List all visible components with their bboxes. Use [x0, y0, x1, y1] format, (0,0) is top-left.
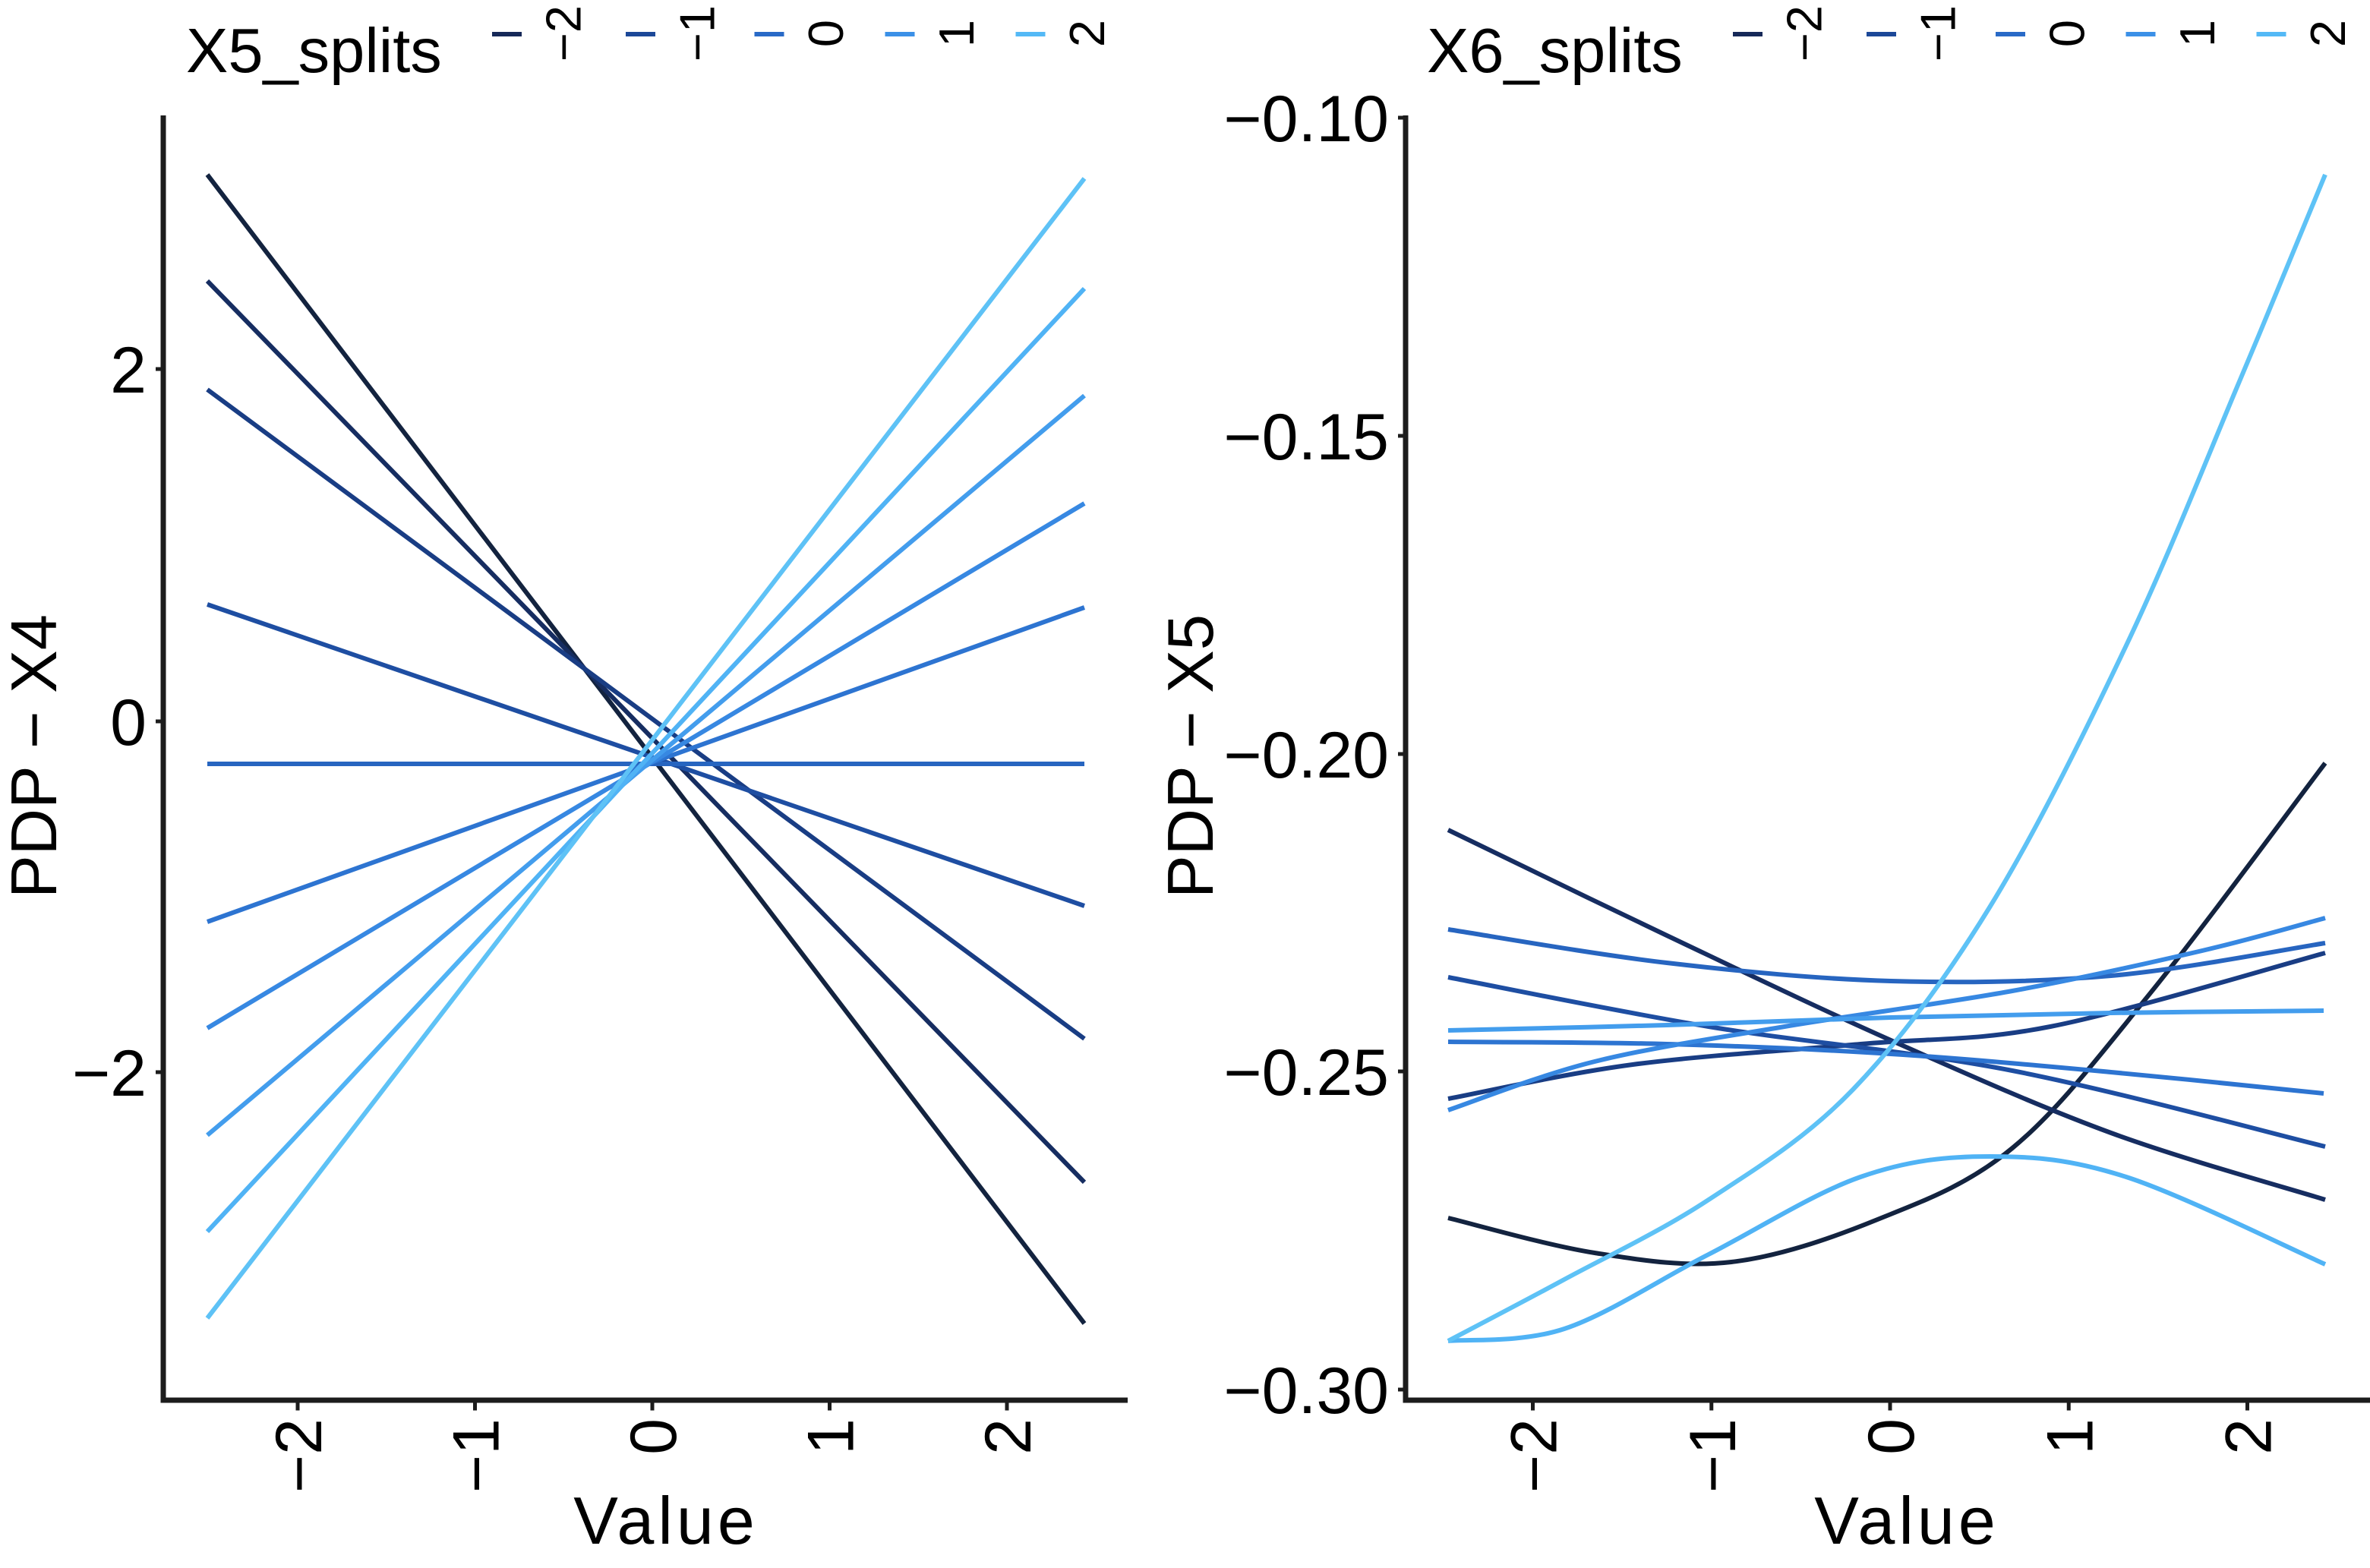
svg-text:Value: Value	[573, 1483, 759, 1558]
svg-text:−2: −2	[1777, 5, 1832, 62]
svg-text:PDP − X5: PDP − X5	[1155, 614, 1227, 898]
svg-text:0: 0	[617, 1418, 690, 1455]
svg-text:2: 2	[1059, 20, 1115, 47]
svg-text:0: 0	[798, 20, 854, 47]
svg-text:−1: −1	[1677, 1418, 1750, 1493]
svg-text:PDP − X4: PDP − X4	[0, 614, 71, 898]
svg-text:2: 2	[2300, 20, 2356, 47]
svg-text:Value: Value	[1814, 1483, 1999, 1558]
svg-text:−1: −1	[1911, 5, 1966, 62]
svg-text:−0.30: −0.30	[1223, 1355, 1389, 1428]
svg-text:−0.10: −0.10	[1223, 83, 1389, 156]
svg-text:0: 0	[110, 686, 147, 759]
svg-text:−2: −2	[1498, 1418, 1571, 1493]
svg-text:0: 0	[1855, 1418, 1928, 1455]
svg-text:−0.25: −0.25	[1223, 1036, 1389, 1109]
svg-text:0: 0	[2040, 20, 2095, 47]
svg-text:1: 1	[929, 20, 984, 47]
svg-text:−0.15: −0.15	[1223, 401, 1389, 474]
svg-text:−1: −1	[670, 5, 725, 62]
svg-text:2: 2	[2213, 1418, 2286, 1455]
svg-text:1: 1	[2170, 20, 2225, 47]
svg-text:−2: −2	[263, 1418, 336, 1493]
svg-text:−2: −2	[72, 1037, 147, 1110]
svg-text:X6_splits: X6_splits	[1427, 15, 1683, 86]
svg-text:2: 2	[972, 1418, 1045, 1455]
svg-text:−0.20: −0.20	[1223, 719, 1389, 792]
svg-text:X5_splits: X5_splits	[186, 15, 442, 86]
svg-text:−1: −1	[440, 1418, 513, 1493]
svg-text:1: 1	[795, 1418, 868, 1455]
svg-text:1: 1	[2034, 1418, 2106, 1455]
svg-text:−2: −2	[536, 5, 592, 62]
svg-text:2: 2	[110, 334, 147, 407]
